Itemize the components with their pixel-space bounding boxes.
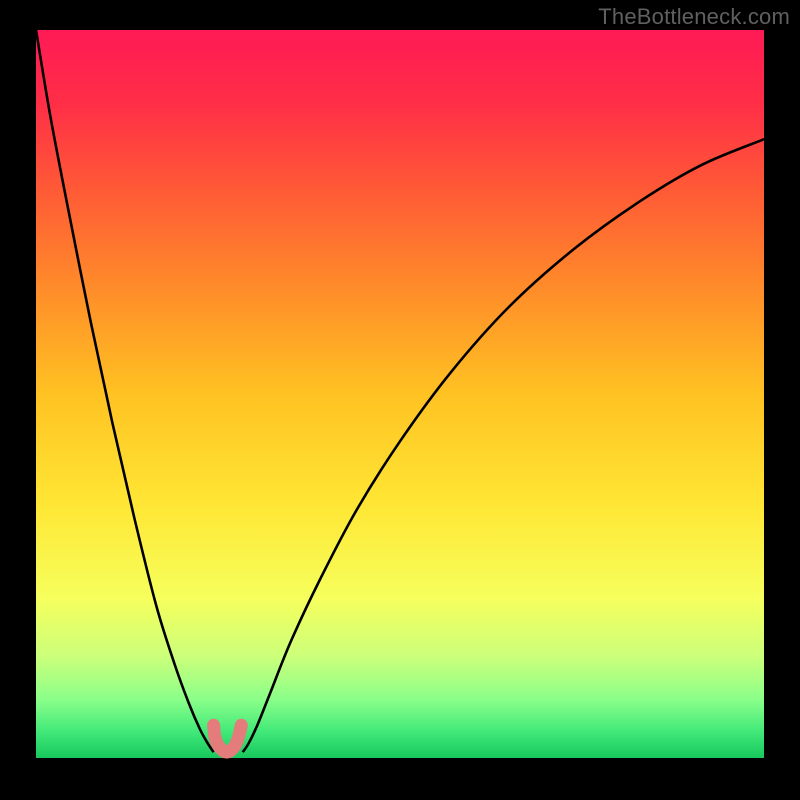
chart-container: TheBottleneck.com [0, 0, 800, 800]
watermark-text: TheBottleneck.com [598, 4, 790, 30]
gradient-background [36, 30, 764, 758]
